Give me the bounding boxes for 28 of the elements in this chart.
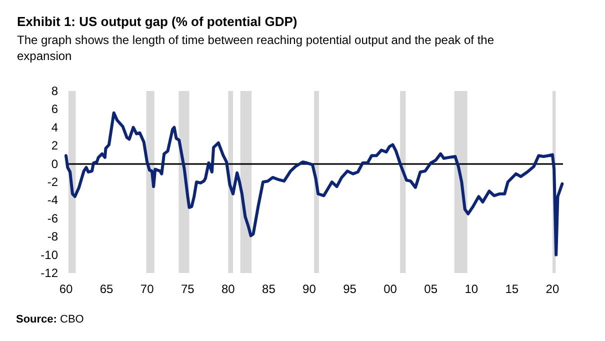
y-tick-label: -6 — [47, 211, 58, 226]
y-tick-label: -4 — [47, 193, 58, 208]
source-note: Source: CBO — [16, 314, 84, 326]
x-tick-label: 15 — [505, 282, 519, 296]
x-tick-label: 70 — [140, 282, 154, 296]
x-tick-label: 95 — [343, 282, 357, 296]
y-tick-label: 0 — [51, 156, 58, 171]
chart-subtitle: The graph shows the length of time between reaching potential output and the peak of the expansion — [17, 33, 498, 63]
y-tick-label: 6 — [51, 102, 58, 116]
x-tick-label: 85 — [262, 282, 276, 296]
x-tick-label: 60 — [59, 282, 73, 296]
x-tick-label: 75 — [180, 282, 195, 296]
x-tick-label: 00 — [384, 282, 398, 296]
y-tick-label: -2 — [47, 175, 58, 189]
y-tick-label: 4 — [51, 120, 58, 134]
x-tick-label: 05 — [424, 282, 438, 296]
y-tick-label: -10 — [40, 248, 58, 262]
x-tick-label: 20 — [546, 282, 560, 296]
line-series — [64, 111, 564, 256]
x-tick-label: 80 — [221, 282, 236, 296]
y-tick-label: -8 — [47, 230, 58, 244]
y-tick-label: 2 — [51, 138, 58, 153]
x-tick-label: 90 — [302, 282, 316, 296]
y-tick-label: -12 — [40, 266, 58, 280]
chart-title: Exhibit 1: US output gap (% of potential GDP) — [17, 14, 298, 29]
x-tick-label: 65 — [100, 282, 114, 296]
y-tick-label: 8 — [51, 84, 58, 98]
x-tick-label: 10 — [464, 282, 478, 296]
